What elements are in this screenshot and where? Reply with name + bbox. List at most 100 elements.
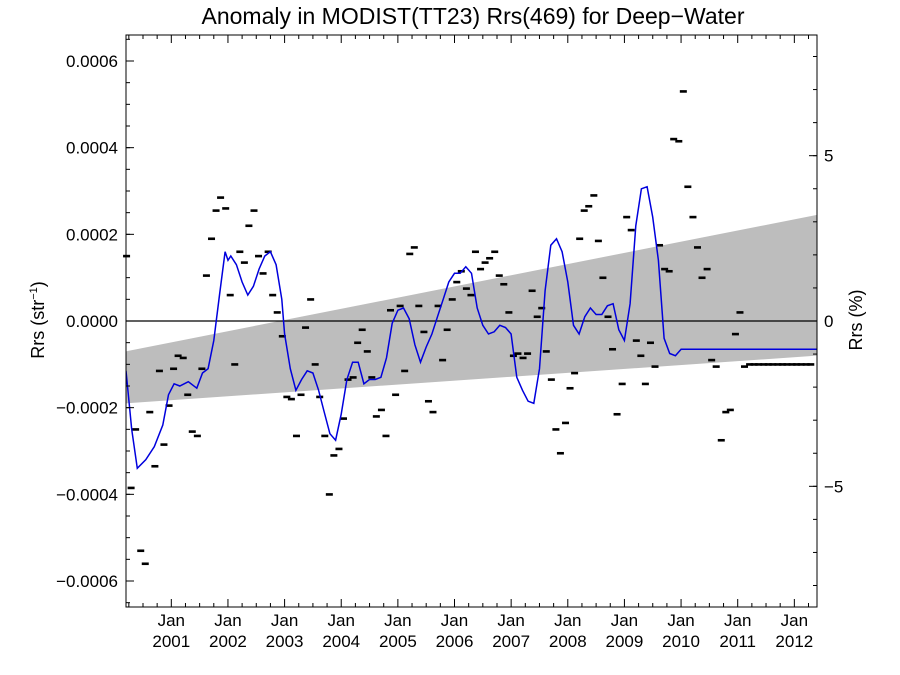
monthly-point [665,269,673,273]
y-tick-label: 0.0002 [66,225,118,244]
monthly-point [188,430,196,433]
monthly-point [335,447,343,451]
x-tick-label-month: Jan [271,611,298,630]
monthly-point [269,293,277,297]
monthly-point [562,421,570,425]
monthly-point [165,404,173,407]
monthly-point [646,341,654,345]
monthly-point [689,215,697,219]
monthly-point [788,363,796,366]
x-tick-label-month: Jan [441,611,468,630]
monthly-point [240,261,248,264]
x-tick-label-year: 2010 [662,632,700,651]
monthly-point [793,363,801,366]
monthly-point [495,274,503,277]
x-tick-label-month: Jan [497,611,524,630]
monthly-point [137,549,145,553]
monthly-point [731,332,739,336]
monthly-point [354,341,362,345]
x-tick-label-year: 2003 [266,632,304,651]
x-tick-label-month: Jan [611,611,638,630]
monthly-point [547,378,555,381]
monthly-point [434,304,442,308]
monthly-point [160,443,168,446]
monthly-point [594,239,602,243]
monthly-point [330,454,338,457]
x-tick-label-year: 2006 [436,632,474,651]
monthly-point [571,371,579,375]
monthly-point [321,434,329,438]
monthly-point [448,298,456,301]
x-tick-label-year: 2009 [606,632,644,651]
monthly-point [406,252,414,256]
monthly-point [396,304,404,308]
smoothed-series-line [126,185,817,470]
monthly-point [382,434,390,438]
monthly-point [453,280,461,284]
monthly-point [491,250,499,254]
monthly-point [372,415,380,418]
monthly-point [585,204,593,208]
monthly-point [726,408,734,412]
monthly-point [590,194,598,197]
monthly-point [599,276,607,280]
monthly-point [783,363,791,366]
y-axis-title-left: Rrs (str−1) [28,281,48,359]
monthly-point [297,393,305,397]
monthly-point [198,367,206,371]
monthly-point [387,308,395,312]
monthly-point [613,412,621,416]
plot-area: 0.0006 0.0004 0.0002 0.0000 −0.0002 −0.0004 −0… [56,34,843,651]
monthly-point [325,493,333,496]
y2-tick-label: 5 [824,147,833,166]
x-tick-label-month: Jan [667,611,694,630]
x-tick-label-month: Jan [214,611,241,630]
y2-tick-label: −5 [824,477,843,496]
monthly-point [623,215,631,219]
x-tick-label-month: Jan [724,611,751,630]
monthly-point [736,311,744,314]
monthly-point [717,438,725,442]
monthly-point [471,250,479,254]
y-axis-title-right: Rrs (%) [846,290,866,351]
monthly-point [746,363,754,366]
monthly-point [420,330,428,334]
monthly-point [580,209,588,212]
x-tick-label-year: 2007 [492,632,530,651]
monthly-point [609,347,617,351]
x-tick-label-month: Jan [554,611,581,630]
monthly-point [287,397,295,401]
monthly-point [778,363,786,366]
x-tick-label-year: 2001 [152,632,190,651]
monthly-point [255,254,263,258]
monthly-point [170,367,178,371]
monthly-point [245,224,253,228]
monthly-point [311,363,319,366]
monthly-point [500,282,508,286]
monthly-point [302,326,310,329]
monthly-point [146,410,154,414]
monthly-point [703,267,711,271]
y-tick-label: −0.0002 [56,399,118,418]
monthly-point [651,365,659,368]
monthly-point [760,363,768,366]
monthly-point [155,369,163,373]
monthly-point [184,393,192,397]
monthly-point [670,137,678,141]
x-tick-label-year: 2011 [719,632,756,651]
y-tick-label: 0.0000 [66,312,118,331]
monthly-point [429,410,437,414]
monthly-point [750,363,758,366]
monthly-point [774,363,782,366]
monthly-point [174,354,182,358]
monthly-point [755,363,763,366]
monthly-point [226,293,234,297]
monthly-point [208,237,216,241]
y-tick-label: 0.0004 [66,139,118,158]
monthly-point [193,434,201,438]
monthly-point [722,410,730,414]
x-tick-label-year: 2005 [379,632,417,651]
monthly-point [477,267,485,271]
monthly-point [339,417,347,420]
monthly-point [377,408,385,412]
